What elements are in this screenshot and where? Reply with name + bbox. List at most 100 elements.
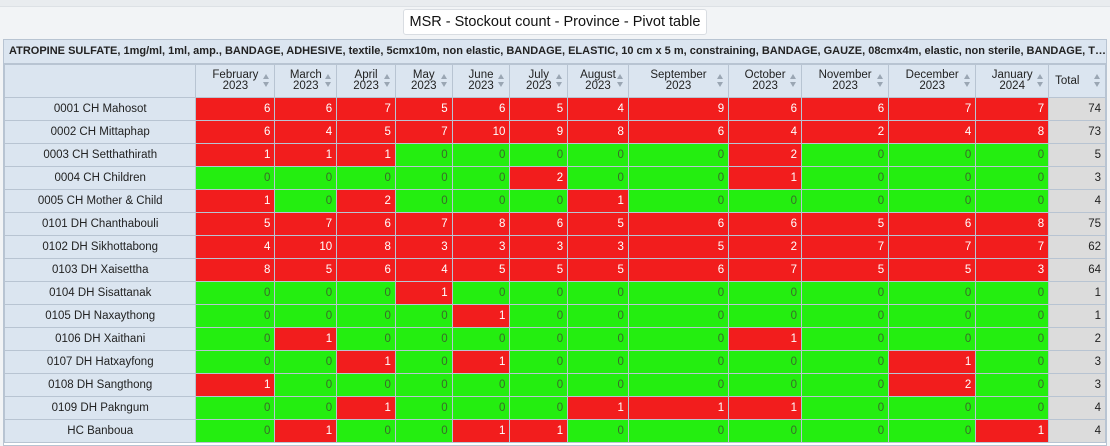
value-cell[interactable]: 0 [627, 419, 730, 443]
value-cell[interactable]: 5 [801, 212, 890, 236]
value-cell[interactable]: 0 [274, 350, 338, 374]
value-cell[interactable]: 1 [451, 350, 511, 374]
pivot-table-container[interactable]: ATROPINE SULFATE, 1mg/ml, 1ml, amp., BAN… [3, 39, 1107, 446]
value-cell[interactable]: 0 [451, 396, 511, 420]
value-cell[interactable]: 0 [567, 281, 629, 305]
value-cell[interactable]: 6 [728, 97, 803, 121]
value-cell[interactable]: 0 [728, 419, 803, 443]
value-cell[interactable]: 6 [888, 212, 977, 236]
value-cell[interactable]: 5 [627, 235, 730, 259]
value-cell[interactable]: 0 [394, 166, 453, 190]
value-cell[interactable]: 1 [728, 327, 803, 351]
value-cell[interactable]: 6 [801, 97, 890, 121]
value-cell[interactable]: 0 [509, 396, 569, 420]
total-cell[interactable]: 4 [1048, 189, 1106, 213]
value-cell[interactable]: 0 [274, 281, 338, 305]
value-cell[interactable]: 5 [801, 258, 890, 282]
sort-icon[interactable] [325, 74, 332, 88]
value-cell[interactable]: 3 [975, 258, 1050, 282]
value-cell[interactable]: 0 [975, 189, 1050, 213]
value-cell[interactable]: 0 [567, 304, 629, 328]
value-cell[interactable]: 4 [567, 97, 629, 121]
value-cell[interactable]: 6 [728, 212, 803, 236]
sort-icon[interactable] [383, 74, 391, 88]
value-cell[interactable]: 7 [975, 235, 1050, 259]
value-cell[interactable]: 0 [975, 304, 1050, 328]
value-cell[interactable]: 0 [567, 166, 629, 190]
value-cell[interactable]: 7 [728, 258, 803, 282]
value-cell[interactable]: 2 [728, 143, 803, 167]
value-cell[interactable]: 0 [627, 189, 730, 213]
total-cell[interactable]: 64 [1048, 258, 1106, 282]
sort-icon[interactable] [717, 74, 724, 88]
value-cell[interactable]: 0 [975, 327, 1050, 351]
value-cell[interactable]: 0 [394, 304, 453, 328]
value-cell[interactable]: 0 [451, 281, 511, 305]
value-cell[interactable]: 0 [728, 281, 803, 305]
value-cell[interactable]: 1 [336, 396, 396, 420]
value-cell[interactable]: 1 [336, 350, 396, 374]
total-cell[interactable]: 5 [1048, 143, 1106, 167]
value-cell[interactable]: 0 [394, 189, 453, 213]
value-cell[interactable]: 6 [451, 97, 511, 121]
value-cell[interactable]: 5 [567, 212, 629, 236]
value-cell[interactable]: 0 [801, 327, 890, 351]
value-cell[interactable]: 1 [274, 143, 338, 167]
value-cell[interactable]: 0 [274, 304, 338, 328]
value-cell[interactable]: 1 [888, 350, 977, 374]
value-cell[interactable]: 7 [975, 97, 1050, 121]
value-cell[interactable]: 0 [627, 304, 730, 328]
value-cell[interactable]: 0 [888, 327, 977, 351]
value-cell[interactable]: 0 [627, 350, 730, 374]
total-cell[interactable]: 75 [1048, 212, 1106, 236]
value-cell[interactable]: 0 [274, 166, 338, 190]
value-cell[interactable]: 0 [888, 143, 977, 167]
value-cell[interactable]: 6 [627, 120, 730, 144]
value-cell[interactable]: 1 [336, 143, 396, 167]
value-cell[interactable]: 0 [195, 396, 276, 420]
value-cell[interactable]: 6 [627, 258, 730, 282]
value-cell[interactable]: 6 [195, 120, 276, 144]
value-cell[interactable]: 3 [567, 235, 629, 259]
sort-icon[interactable] [556, 74, 563, 88]
value-cell[interactable]: 5 [394, 97, 453, 121]
value-cell[interactable]: 1 [451, 419, 511, 443]
value-cell[interactable]: 0 [627, 143, 730, 167]
total-cell[interactable]: 4 [1048, 396, 1106, 420]
value-cell[interactable]: 9 [627, 97, 730, 121]
value-cell[interactable]: 1 [195, 373, 276, 397]
sort-icon[interactable] [263, 74, 270, 88]
value-cell[interactable]: 0 [728, 304, 803, 328]
value-cell[interactable]: 0 [567, 373, 629, 397]
row-label[interactable]: 0105 DH Naxaythong [4, 304, 197, 328]
value-cell[interactable]: 0 [274, 373, 338, 397]
value-cell[interactable]: 0 [195, 166, 276, 190]
value-cell[interactable]: 0 [451, 327, 511, 351]
value-cell[interactable]: 10 [451, 120, 511, 144]
value-cell[interactable]: 3 [394, 235, 453, 259]
value-cell[interactable]: 0 [888, 281, 977, 305]
row-label[interactable]: 0101 DH Chanthabouli [4, 212, 197, 236]
row-label[interactable]: 0107 DH Hatxayfong [4, 350, 197, 374]
sort-icon[interactable] [498, 74, 505, 88]
value-cell[interactable]: 8 [195, 258, 276, 282]
value-cell[interactable]: 0 [195, 350, 276, 374]
value-cell[interactable]: 2 [728, 235, 803, 259]
value-cell[interactable]: 7 [336, 97, 396, 121]
column-header[interactable]: February 2023 [195, 64, 276, 98]
value-cell[interactable]: 0 [888, 304, 977, 328]
total-cell[interactable]: 74 [1048, 97, 1106, 121]
value-cell[interactable]: 0 [451, 189, 511, 213]
row-label[interactable]: 0001 CH Mahosot [4, 97, 197, 121]
value-cell[interactable]: 0 [336, 281, 396, 305]
value-cell[interactable]: 3 [451, 235, 511, 259]
sort-icon[interactable] [1037, 74, 1044, 88]
column-header[interactable]: January 2024 [975, 64, 1050, 98]
total-cell[interactable]: 1 [1048, 304, 1106, 328]
value-cell[interactable]: 2 [801, 120, 890, 144]
row-label[interactable]: 0106 DH Xaithani [4, 327, 197, 351]
value-cell[interactable]: 10 [274, 235, 338, 259]
row-label[interactable]: 0103 DH Xaisettha [4, 258, 197, 282]
sort-icon[interactable] [440, 74, 448, 88]
sort-icon[interactable] [1094, 74, 1101, 88]
